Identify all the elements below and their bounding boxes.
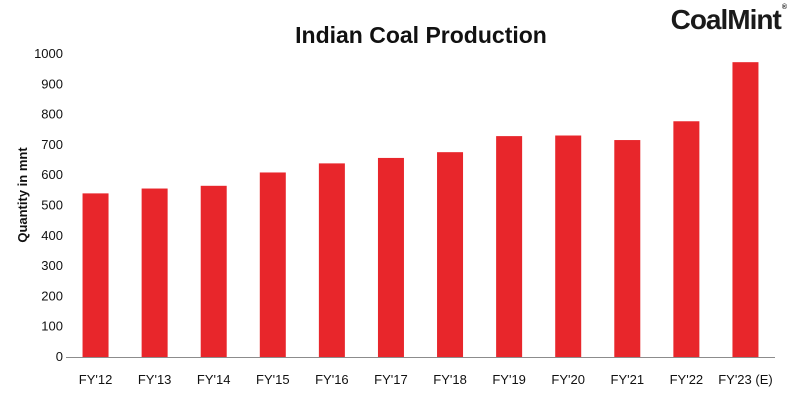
y-axis-label: Quantity in mnt [15, 147, 30, 243]
bar [437, 152, 464, 357]
x-tick-label: FY'22 [670, 372, 704, 387]
y-tick-label: 900 [41, 76, 63, 91]
x-axis: FY'12 FY'13 FY'14 FY'15 FY'16 FY'17 FY'18 FY'19… [79, 372, 773, 387]
x-tick-label: FY'12 [79, 372, 113, 387]
x-tick-label: FY'13 [138, 372, 172, 387]
bar [377, 157, 404, 357]
logo-text: CoalMint [670, 4, 782, 35]
registered-mark-icon: ® [781, 4, 787, 11]
y-tick-label: 700 [41, 137, 63, 152]
y-tick-label: 100 [41, 319, 63, 334]
bar [614, 140, 641, 357]
bar [141, 188, 168, 357]
chart-title: Indian Coal Production [295, 22, 547, 48]
x-tick-label: FY'17 [374, 372, 408, 387]
bar [318, 163, 345, 357]
y-tick-label: 400 [41, 228, 63, 243]
bar [496, 136, 523, 357]
y-tick-label: 0 [56, 349, 63, 364]
x-tick-label: FY'16 [315, 372, 349, 387]
bar [82, 193, 109, 357]
x-tick-label: FY'19 [492, 372, 526, 387]
bar [732, 62, 759, 357]
x-tick-label: FY'21 [611, 372, 645, 387]
y-axis: 0 100 200 300 400 500 600 700 800 900 1000 [34, 46, 63, 364]
bar [555, 135, 582, 357]
x-tick-label: FY'18 [433, 372, 467, 387]
bar [200, 185, 227, 357]
y-tick-label: 600 [41, 167, 63, 182]
bar [259, 172, 286, 357]
coalmint-logo: CoalMint® [670, 4, 787, 36]
y-tick-label: 300 [41, 258, 63, 273]
bar [673, 121, 700, 358]
y-tick-label: 800 [41, 107, 63, 122]
x-tick-label: FY'15 [256, 372, 290, 387]
y-tick-label: 200 [41, 288, 63, 303]
y-tick-label: 500 [41, 198, 63, 213]
x-tick-label: FY'23 (E) [718, 372, 773, 387]
bars [82, 62, 759, 358]
y-tick-label: 1000 [34, 46, 63, 61]
x-tick-label: FY'14 [197, 372, 231, 387]
x-tick-label: FY'20 [551, 372, 585, 387]
